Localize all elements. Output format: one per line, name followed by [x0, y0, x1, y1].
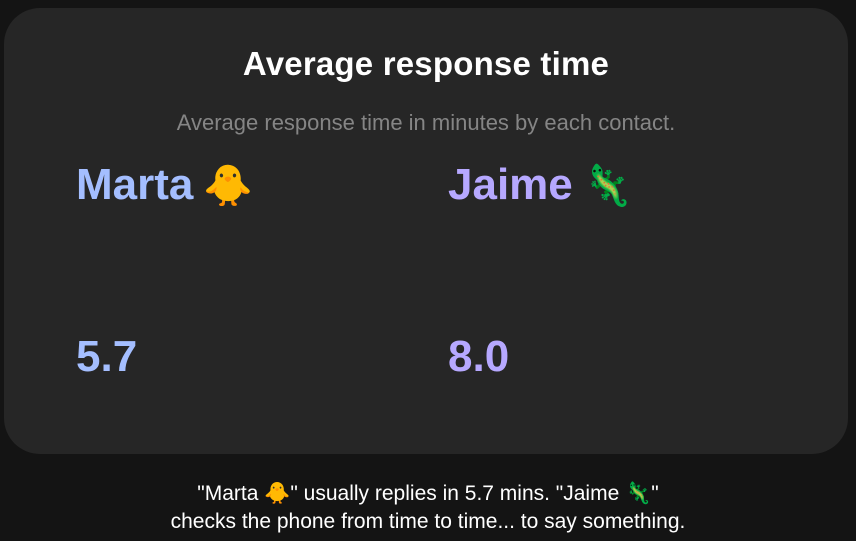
contact-name-jaime: Jaime 🦎 — [448, 160, 633, 210]
contact-name-label: Jaime — [448, 160, 573, 209]
contact-name-label: Marta — [76, 160, 194, 209]
summary-caption: "Marta 🐥" usually replies in 5.7 mins. "… — [0, 480, 856, 536]
card-title: Average response time — [242, 45, 610, 82]
contact-name-marta: Marta 🐥 — [76, 160, 253, 210]
response-value-marta: 5.7 — [76, 332, 138, 381]
caption-line-2: checks the phone from time to time... to… — [170, 510, 686, 533]
chick-icon: 🐥 — [203, 164, 254, 208]
response-value-jaime: 8.0 — [448, 332, 510, 381]
lizard-icon: 🦎 — [582, 164, 633, 208]
card-subtitle: Average response time in minutes by each… — [176, 110, 676, 135]
caption-line-1: "Marta 🐥" usually replies in 5.7 mins. "… — [197, 482, 659, 505]
response-time-card: Average response time Average response t… — [4, 8, 848, 454]
